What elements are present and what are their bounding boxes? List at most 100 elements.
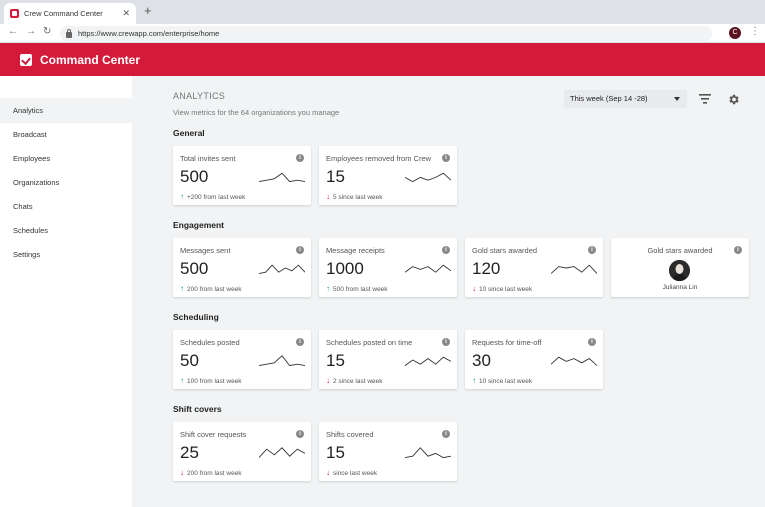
- card-value: 1000: [326, 259, 364, 278]
- browser-menu-icon[interactable]: ⋮: [750, 26, 760, 37]
- card-value: 15: [326, 167, 345, 186]
- sparkline-chart: [405, 264, 451, 273]
- sparkline-line: [405, 172, 451, 183]
- app-title: Command Center: [40, 53, 141, 67]
- sidebar-item-settings[interactable]: Settings: [13, 250, 41, 259]
- forward-icon[interactable]: →: [26, 26, 36, 37]
- sparkline-chart: [259, 172, 305, 183]
- card-label: Shifts covered: [326, 430, 374, 439]
- card-delta-text: 10 since last week: [479, 286, 533, 293]
- new-tab-button[interactable]: +: [144, 3, 152, 18]
- metric-card: Employees removed from Crew i 15 ↓ 5 since l…: [319, 146, 457, 205]
- section-title-shift-covers: Shift covers: [173, 404, 222, 414]
- info-icon[interactable]: i: [296, 338, 304, 346]
- app-header: Command Center: [0, 43, 765, 76]
- metric-card: Gold stars awarded i 120 ↓ 10 since last wee…: [465, 238, 603, 297]
- sidebar-item-employees[interactable]: Employees: [13, 154, 51, 163]
- card-value: 500: [180, 259, 209, 278]
- metric-card: Shift cover requests i 25 ↓ 200 from last we…: [173, 422, 311, 481]
- arrow-down-icon: ↓: [326, 468, 330, 477]
- card-label: Employees removed from Crew: [326, 154, 432, 163]
- filter-icon[interactable]: [699, 94, 711, 104]
- date-range-select[interactable]: This week (Sep 14 -28): [564, 90, 687, 108]
- browser-tab[interactable]: Crew Command Center ✕: [4, 3, 136, 24]
- card-label: Requests for time-off: [472, 338, 542, 347]
- info-icon[interactable]: i: [296, 430, 304, 438]
- card-value: 120: [472, 259, 501, 278]
- tab-title: Crew Command Center: [24, 9, 103, 18]
- card-delta: ↓ 10 since last week: [472, 284, 532, 293]
- card-label: Total invites sent: [180, 154, 236, 163]
- sidebar-item-analytics[interactable]: Analytics: [0, 98, 132, 123]
- url-input[interactable]: https://www.crewapp.com/enterprise/home: [60, 26, 712, 41]
- metric-card: Shifts covered i 15 ↓ since last week: [319, 422, 457, 481]
- person-name: Julianna Lin: [662, 284, 698, 291]
- info-icon[interactable]: i: [588, 246, 596, 254]
- arrow-up-icon: ↑: [180, 376, 184, 385]
- card-delta-text: 5 since last week: [333, 194, 383, 201]
- page-subtitle: View metrics for the 64 organizations yo…: [173, 108, 340, 117]
- arrow-down-icon: ↓: [326, 192, 330, 201]
- gear-icon[interactable]: [727, 93, 740, 106]
- card-delta: ↓ since last week: [326, 468, 377, 477]
- sparkline-line: [405, 447, 451, 459]
- sidebar-item-organizations[interactable]: Organizations: [13, 178, 60, 187]
- arrow-down-icon: ↓: [180, 468, 184, 477]
- card-value: 25: [180, 443, 199, 462]
- card-label: Schedules posted: [180, 338, 240, 347]
- sidebar: Analytics Broadcast Employees Organizati…: [0, 76, 132, 507]
- sidebar-item-chats[interactable]: Chats: [13, 202, 33, 211]
- card-label: Messages sent: [180, 246, 231, 255]
- metric-card: Messages sent i 500 ↑ 200 from last week: [173, 238, 311, 297]
- card-value: 500: [180, 167, 209, 186]
- info-icon[interactable]: i: [442, 430, 450, 438]
- card-delta-text: 2 since last week: [333, 378, 383, 385]
- card-value: 15: [326, 443, 345, 462]
- arrow-down-icon: ↓: [472, 284, 476, 293]
- crew-favicon-icon: [10, 9, 19, 18]
- arrow-up-icon: ↑: [472, 376, 476, 385]
- card-delta: ↑ 10 since last week: [472, 376, 532, 385]
- info-icon[interactable]: i: [442, 246, 450, 254]
- info-icon[interactable]: i: [588, 338, 596, 346]
- card-label: Shift cover requests: [180, 430, 247, 439]
- sparkline-chart: [405, 447, 451, 459]
- card-delta: ↓ 2 since last week: [326, 376, 383, 385]
- sparkline-chart: [551, 264, 597, 274]
- card-delta: ↓ 200 from last week: [180, 468, 242, 477]
- reload-icon[interactable]: ↻: [43, 26, 52, 37]
- sparkline-line: [405, 356, 451, 366]
- metric-card: Total invites sent i 500 ↑ +200 from last we…: [173, 146, 311, 205]
- card-delta-text: 200 from last week: [187, 286, 242, 293]
- sparkline-line: [405, 264, 451, 273]
- profile-avatar[interactable]: C: [729, 27, 741, 39]
- info-icon[interactable]: i: [296, 246, 304, 254]
- sparkline-chart: [259, 447, 305, 458]
- sidebar-item-broadcast[interactable]: Broadcast: [13, 130, 47, 139]
- sparkline-chart: [405, 172, 451, 183]
- card-delta: ↑ 500 from last week: [326, 284, 388, 293]
- metric-card: Schedules posted i 50 ↑ 100 from last week: [173, 330, 311, 389]
- card-value: 15: [326, 351, 345, 370]
- chevron-down-icon: [674, 97, 680, 101]
- card-value: 50: [180, 351, 199, 370]
- info-icon[interactable]: i: [296, 154, 304, 162]
- sidebar-item-schedules[interactable]: Schedules: [13, 226, 49, 235]
- crew-logo-icon: [20, 54, 32, 66]
- section-title-engagement: Engagement: [173, 220, 225, 230]
- info-icon[interactable]: i: [734, 246, 742, 254]
- info-icon[interactable]: i: [442, 338, 450, 346]
- sparkline-line: [551, 264, 597, 274]
- close-tab-icon[interactable]: ✕: [122, 8, 130, 18]
- section-title-scheduling: Scheduling: [173, 312, 219, 322]
- card-delta-text: 100 from last week: [187, 378, 242, 385]
- arrow-up-icon: ↑: [180, 284, 184, 293]
- sparkline-line: [551, 356, 597, 366]
- sparkline-chart: [551, 356, 597, 366]
- card-delta: ↑ +200 from last week: [180, 192, 245, 201]
- info-icon[interactable]: i: [442, 154, 450, 162]
- back-icon[interactable]: ←: [8, 26, 18, 37]
- card-delta: ↑ 200 from last week: [180, 284, 242, 293]
- top-performer-card: Gold stars awarded i Julianna Lin: [611, 238, 749, 297]
- card-delta-text: 200 from last week: [187, 470, 242, 477]
